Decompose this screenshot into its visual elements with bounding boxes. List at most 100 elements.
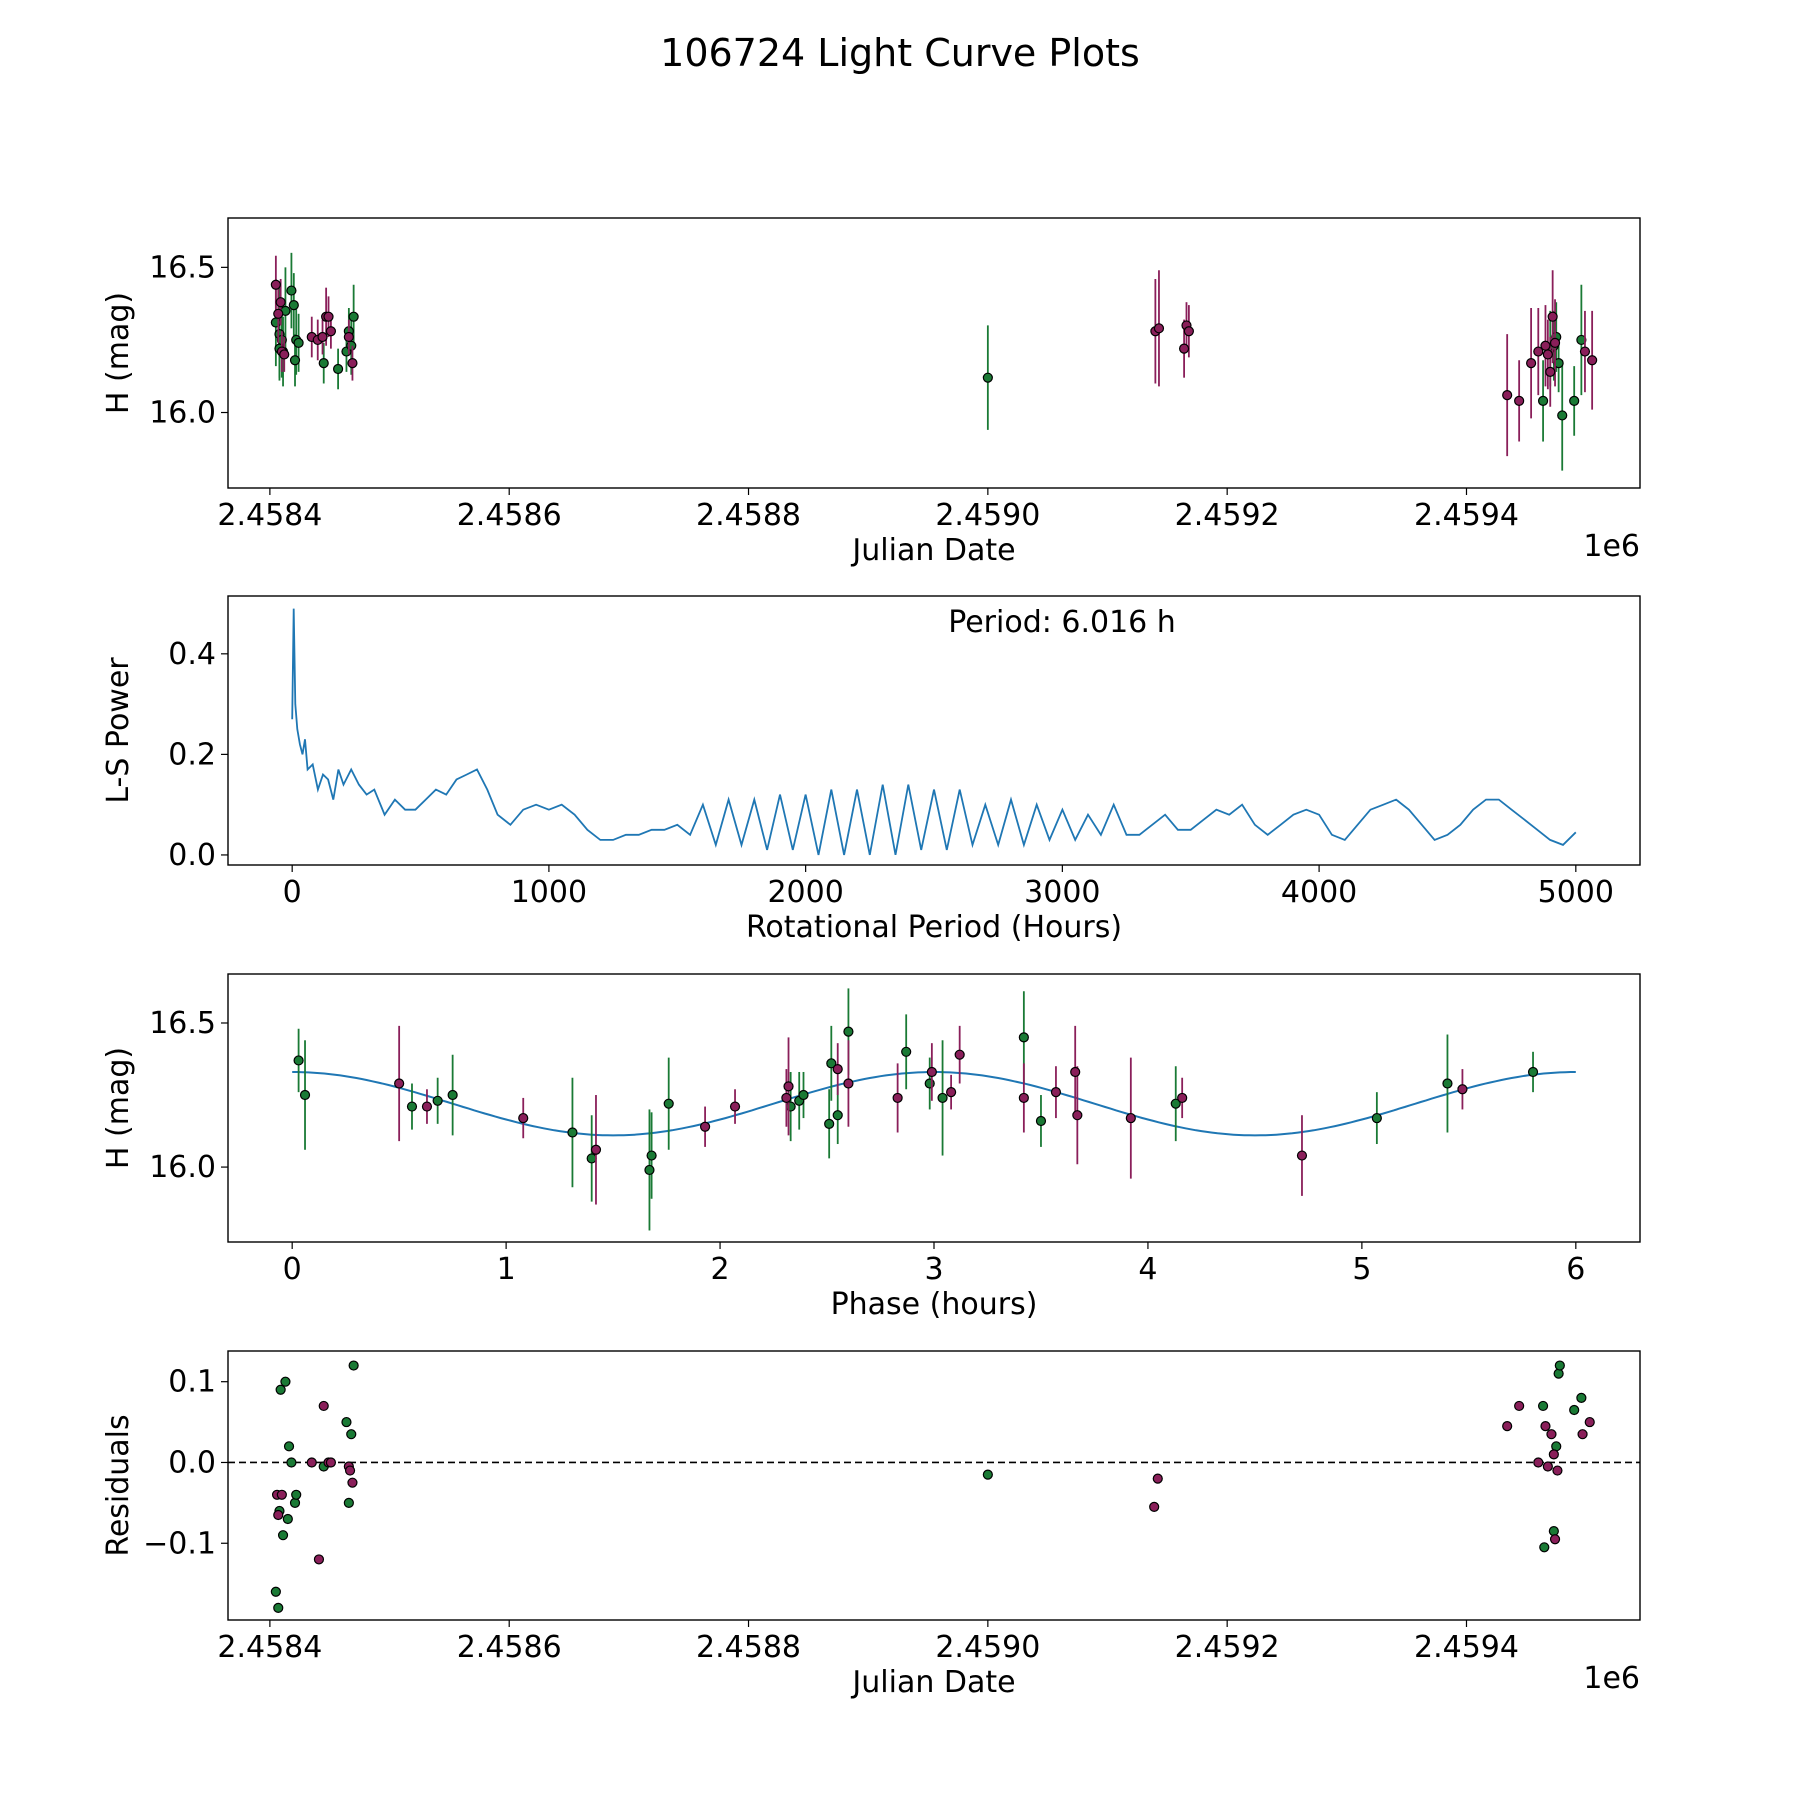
phased-point-green <box>924 1078 935 1089</box>
residuals-point-green <box>270 1586 281 1597</box>
phased-point-purple <box>699 1121 711 1132</box>
lightcurve-point-green <box>1569 395 1580 407</box>
phased-point-green <box>832 1110 843 1121</box>
phased-point-purple <box>394 1078 405 1089</box>
residuals-offset-label: 1e6 <box>1583 1661 1640 1696</box>
lightcurve-point-purple <box>273 308 284 319</box>
residuals-point-green <box>286 1457 297 1468</box>
residuals-data <box>228 1360 1640 1613</box>
phased-point-green <box>299 1089 311 1101</box>
phased-point-purple <box>946 1087 957 1098</box>
lightcurve-point-purple <box>275 297 286 308</box>
periodogram-line <box>291 608 1577 856</box>
residuals-point-green <box>1539 1542 1550 1553</box>
residuals-point-purple <box>306 1457 317 1468</box>
residuals-point-green <box>1537 1400 1549 1412</box>
panels: 2.4584 2.4586 2.4588 2.4590 2.4592 2.4594 16.0… <box>101 217 1641 1700</box>
phased-point-purple <box>1050 1087 1062 1098</box>
lightcurve-xlabel: Julian Date <box>850 533 1015 568</box>
phased-point-green <box>937 1092 948 1104</box>
lightcurve-point-purple <box>323 311 334 322</box>
residuals-ytick-label: 0.1 <box>168 1365 216 1400</box>
lightcurve-xtick-label: 2.4586 <box>457 498 562 533</box>
lightcurve-point-green <box>1537 395 1549 407</box>
lightcurve-point-purple <box>1542 349 1553 360</box>
phased-point-purple <box>1177 1092 1188 1104</box>
lightcurve-xtick-label: 2.4592 <box>1175 498 1280 533</box>
residuals-point-purple <box>1548 1449 1559 1460</box>
phased-point-green <box>586 1153 597 1164</box>
residuals-point-green <box>283 1441 295 1452</box>
lightcurve-point-purple <box>1587 355 1598 366</box>
phased-xlabel: Phase (hours) <box>831 1287 1038 1322</box>
lightcurve-point-purple <box>1514 395 1525 407</box>
phased-point-green <box>901 1046 912 1057</box>
periodogram-xtick-label: 1000 <box>511 875 587 910</box>
phased-point-purple <box>892 1092 903 1104</box>
phased-xtick-label: 6 <box>1566 1252 1585 1287</box>
residuals-point-green <box>273 1602 284 1613</box>
lightcurve-point-green <box>318 358 329 369</box>
lightcurve-xtick-label: 2.4588 <box>696 498 801 533</box>
phased-point-purple <box>729 1101 741 1112</box>
phased-point-green <box>1442 1078 1453 1089</box>
lightcurve-frame <box>227 217 1641 489</box>
periodogram-data <box>291 608 1577 856</box>
phased-point-green <box>432 1095 443 1106</box>
periodogram-annotation: Period: 6.016 h <box>948 605 1176 640</box>
residuals-point-purple <box>1549 1534 1561 1545</box>
residuals-ylabel: Residuals <box>101 1414 136 1556</box>
residuals-point-green <box>1576 1392 1587 1403</box>
phased-point-purple <box>421 1101 433 1112</box>
periodogram-ytick-label: 0.0 <box>168 838 216 873</box>
phased-data <box>292 988 1576 1231</box>
phased-point-purple <box>1296 1150 1308 1161</box>
phased-ytick-label: 16.5 <box>149 1006 216 1041</box>
phased-point-purple <box>590 1144 602 1155</box>
phased-point-green <box>1527 1066 1539 1078</box>
phased-point-green <box>843 1026 854 1037</box>
lightcurve-ytick-label: 16.5 <box>149 250 216 285</box>
residuals-point-purple <box>1152 1473 1163 1484</box>
lightcurve-xtick-label: 2.4590 <box>935 498 1040 533</box>
periodogram-ytick-label: 0.4 <box>168 637 216 672</box>
periodogram-xtick-label: 2000 <box>767 875 843 910</box>
lightcurve-point-purple <box>325 326 337 337</box>
phased-point-purple <box>783 1081 794 1092</box>
phased-xtick-label: 3 <box>924 1252 943 1287</box>
residuals-point-green <box>343 1497 354 1508</box>
periodogram-ytick-label: 0.2 <box>168 737 216 772</box>
figure-title: 106724 Light Curve Plots <box>660 31 1140 75</box>
phased-point-green <box>293 1055 304 1066</box>
phased-xtick-label: 4 <box>1138 1252 1157 1287</box>
lightcurve-xtick-label: 2.4594 <box>1414 498 1519 533</box>
lightcurve-ylabel: H (mag) <box>101 292 136 414</box>
lightcurve-point-green <box>1576 334 1587 346</box>
residuals-point-purple <box>313 1554 325 1565</box>
phased-xtick-label: 0 <box>283 1252 302 1287</box>
phased-point-purple <box>843 1078 854 1089</box>
lightcurve-point-purple <box>279 349 290 360</box>
residuals-xtick-label: 2.4584 <box>217 1630 322 1665</box>
phased-point-green <box>1035 1115 1047 1127</box>
residuals-point-green <box>346 1429 357 1440</box>
lightcurve-xtick-label: 2.4584 <box>217 498 322 533</box>
lightcurve-point-purple <box>1547 311 1558 322</box>
residuals-point-green <box>277 1530 289 1541</box>
lightcurve-point-green <box>288 299 299 311</box>
residuals-point-green <box>280 1376 291 1387</box>
lightcurve-point-purple <box>317 331 328 343</box>
residuals-xlabel: Julian Date <box>850 1665 1015 1700</box>
residuals-xtick-label: 2.4586 <box>457 1630 562 1665</box>
periodogram-xtick-label: 5000 <box>1538 875 1614 910</box>
phased-xtick-label: 2 <box>711 1252 730 1287</box>
lightcurve-offset-label: 1e6 <box>1583 529 1640 564</box>
residuals-point-purple <box>1533 1457 1544 1468</box>
phased-xtick-label: 5 <box>1352 1252 1371 1287</box>
residuals-point-green <box>282 1513 293 1525</box>
residuals-point-purple <box>318 1400 329 1412</box>
residuals-xtick-label: 2.4588 <box>696 1630 801 1665</box>
phased-point-purple <box>518 1112 529 1124</box>
phased-point-green <box>1018 1032 1029 1043</box>
